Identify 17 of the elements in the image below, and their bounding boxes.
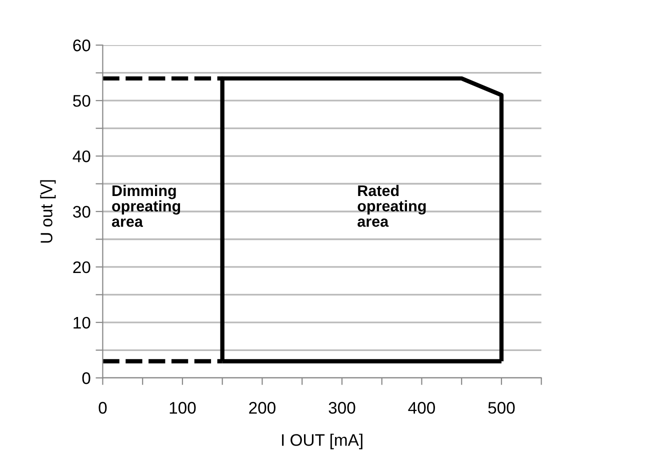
y-tick-label: 10 <box>74 316 90 329</box>
annotation: Rated opreating area <box>358 184 426 227</box>
y-tick-label: 60 <box>73 40 90 52</box>
x-tick-label: 200 <box>249 402 276 414</box>
annotation: Dimming opreating area <box>112 184 180 227</box>
x-tick-label: 500 <box>488 402 515 414</box>
y-tick-label: 50 <box>73 94 90 107</box>
y-tick-label: 30 <box>73 206 90 218</box>
x-tick-label: 400 <box>408 402 435 414</box>
x-tick-label: 0 <box>98 402 107 414</box>
x-axis-title: I OUT [mA] <box>282 434 362 450</box>
y-tick-label: 40 <box>72 150 90 162</box>
x-tick-label: 300 <box>328 402 356 414</box>
x-tick-label: 100 <box>170 402 196 414</box>
y-tick-label: 0 <box>82 372 90 384</box>
y-tick-label: 20 <box>73 261 90 274</box>
y-axis-title: U out [V] <box>40 180 56 243</box>
